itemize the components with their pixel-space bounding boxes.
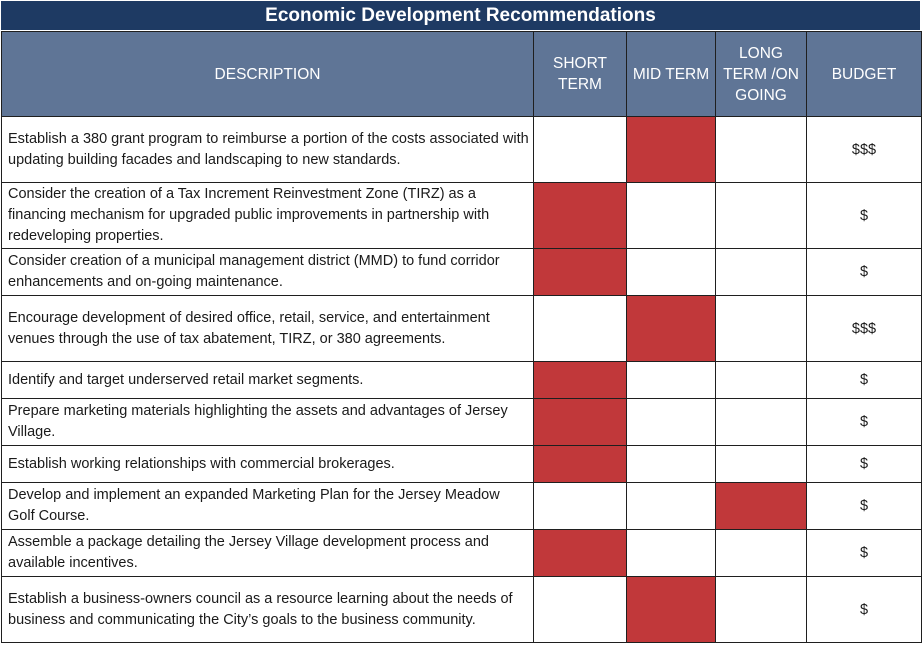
table-row: Consider creation of a municipal managem… [1,248,922,296]
table-title: Economic Development Recommendations [1,1,920,30]
table-row: Assemble a package detailing the Jersey … [1,529,922,577]
mid-term-cell [626,398,716,446]
table-body: Establish a 380 grant program to reimbur… [1,116,922,643]
short-term-cell [533,576,627,643]
row-budget: $ [806,482,922,530]
short-term-cell-marked [533,361,627,399]
long-term-cell [715,248,807,296]
table-row: Prepare marketing materials highlighting… [1,398,922,446]
row-budget: $$$ [806,295,922,362]
table-row: Establish working relationships with com… [1,445,922,483]
long-term-cell [715,529,807,577]
row-description: Develop and implement an expanded Market… [1,482,534,530]
table-row: Establish a 380 grant program to reimbur… [1,116,922,183]
row-budget: $ [806,529,922,577]
mid-term-cell [626,445,716,483]
table-row: Encourage development of desired office,… [1,295,922,362]
long-term-cell [715,182,807,249]
short-term-cell-marked [533,529,627,577]
short-term-cell-marked [533,248,627,296]
row-description: Assemble a package detailing the Jersey … [1,529,534,577]
mid-term-cell-marked [626,576,716,643]
table-row: Develop and implement an expanded Market… [1,482,922,530]
mid-term-cell [626,361,716,399]
mid-term-cell [626,529,716,577]
row-description: Consider creation of a municipal managem… [1,248,534,296]
row-description: Establish working relationships with com… [1,445,534,483]
table-row: Consider the creation of a Tax Increment… [1,182,922,249]
long-term-cell [715,361,807,399]
row-description: Consider the creation of a Tax Increment… [1,182,534,249]
table-row: Establish a business-owners council as a… [1,576,922,643]
mid-term-cell [626,248,716,296]
row-budget: $ [806,248,922,296]
mid-term-cell [626,482,716,530]
header-budget: BUDGET [806,31,922,117]
long-term-cell [715,398,807,446]
mid-term-cell-marked [626,295,716,362]
header-long-term: LONG TERM /ON GOING [715,31,807,117]
long-term-cell [715,295,807,362]
row-budget: $ [806,182,922,249]
row-description: Prepare marketing materials highlighting… [1,398,534,446]
row-description: Establish a 380 grant program to reimbur… [1,116,534,183]
row-budget: $$$ [806,116,922,183]
short-term-cell [533,116,627,183]
row-description: Identify and target underserved retail m… [1,361,534,399]
long-term-cell [715,445,807,483]
short-term-cell [533,295,627,362]
short-term-cell-marked [533,445,627,483]
row-budget: $ [806,576,922,643]
short-term-cell-marked [533,398,627,446]
short-term-cell [533,482,627,530]
table-row: Identify and target underserved retail m… [1,361,922,399]
mid-term-cell [626,182,716,249]
row-budget: $ [806,445,922,483]
mid-term-cell-marked [626,116,716,183]
long-term-cell-marked [715,482,807,530]
short-term-cell-marked [533,182,627,249]
row-budget: $ [806,361,922,399]
row-description: Establish a business-owners council as a… [1,576,534,643]
long-term-cell [715,576,807,643]
row-description: Encourage development of desired office,… [1,295,534,362]
header-mid-term: MID TERM [626,31,716,117]
header-row: DESCRIPTION SHORT TERM MID TERM LONG TER… [1,31,922,117]
header-short-term: SHORT TERM [533,31,627,117]
long-term-cell [715,116,807,183]
recommendations-table: DESCRIPTION SHORT TERM MID TERM LONG TER… [1,31,922,643]
row-budget: $ [806,398,922,446]
header-description: DESCRIPTION [1,31,534,117]
